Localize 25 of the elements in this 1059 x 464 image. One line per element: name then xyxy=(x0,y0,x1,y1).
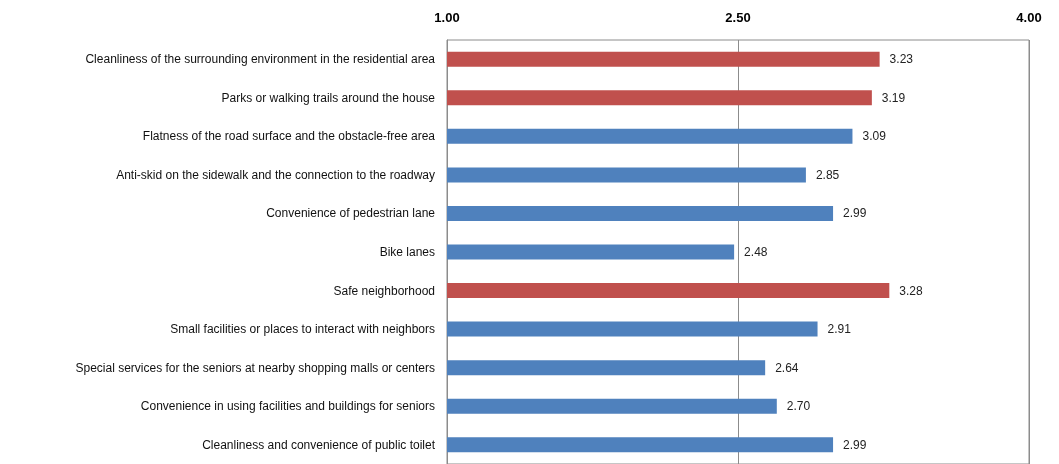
x-tick-label: 2.50 xyxy=(725,10,751,25)
data-label: 3.28 xyxy=(899,283,923,298)
y-tick-label: Cleanliness and convenience of public toilet xyxy=(202,437,436,452)
y-tick-label: Safe neighborhood xyxy=(333,283,435,298)
y-tick-label: Convenience of pedestrian lane xyxy=(266,206,436,221)
y-tick-label: Special services for the seniors at nearby shopping malls or centers xyxy=(75,360,435,375)
data-label: 2.64 xyxy=(775,360,799,375)
y-tick-label: Convenience in using facilities and buildings for seniors xyxy=(140,399,435,414)
y-tick-label: Parks or walking trails around the house xyxy=(221,90,436,105)
x-tick-label: 4.00 xyxy=(1016,10,1042,25)
data-label: 2.70 xyxy=(786,399,811,414)
data-label: 3.19 xyxy=(881,90,906,105)
data-label: 2.99 xyxy=(843,206,867,221)
x-tick-label: 1.00 xyxy=(434,10,460,25)
y-tick-label: Small facilities or places to interact with neighbors xyxy=(170,322,435,337)
data-label: 2.85 xyxy=(815,167,840,182)
data-label: 2.99 xyxy=(843,437,867,452)
data-label: 3.23 xyxy=(889,52,914,67)
data-label: 2.48 xyxy=(744,245,768,259)
y-tick-label: Anti-skid on the sidewalk and the connection to the roadway xyxy=(116,167,435,182)
data-label: 3.09 xyxy=(862,129,887,144)
data-label: 2.91 xyxy=(827,322,852,337)
y-tick-label: Flatness of the road surface and the obstacle-free area xyxy=(142,129,436,144)
y-tick-label: Cleanliness of the surrounding environment in the residential area xyxy=(85,52,436,67)
y-tick-label: Bike lanes xyxy=(379,245,435,259)
